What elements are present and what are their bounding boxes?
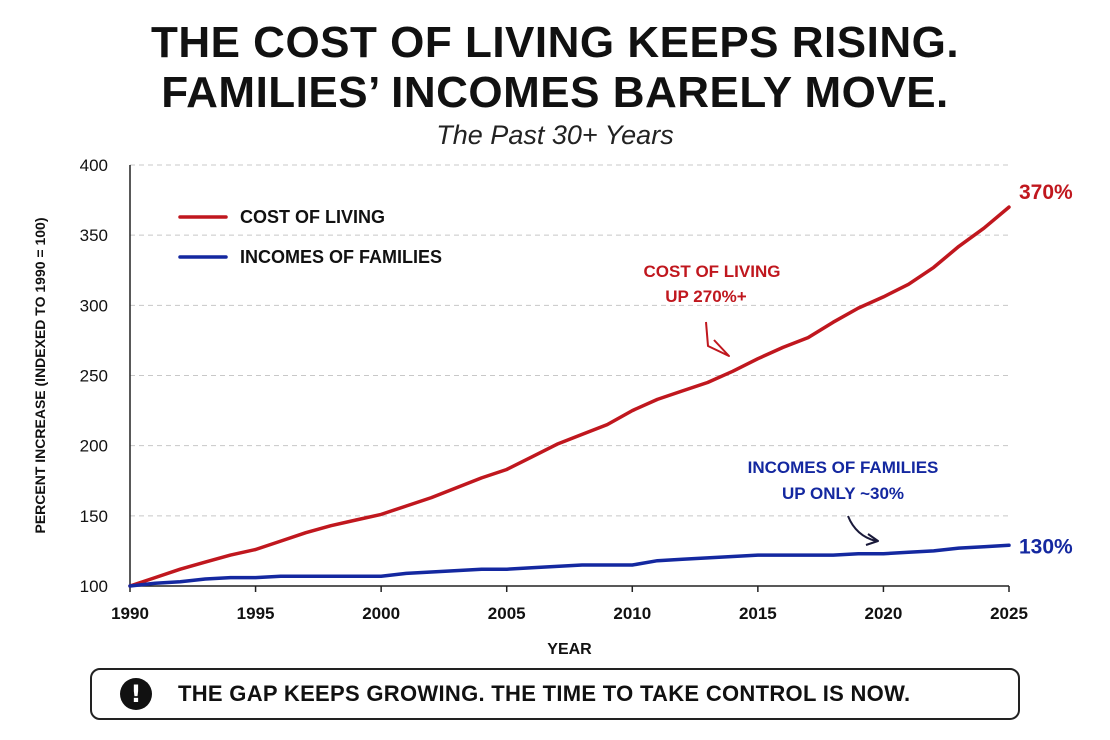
y-axis-title: PERCENT INCREASE (INDEXED TO 1990 = 100) [32, 217, 48, 533]
legend-label-incomes-of-families: INCOMES OF FAMILIES [240, 247, 442, 267]
legend-label-cost-of-living: COST OF LIVING [240, 207, 385, 227]
y-tick-label: 100 [80, 577, 108, 596]
x-tick-label: 2000 [362, 604, 400, 623]
y-tick-label: 250 [80, 367, 108, 386]
y-tick-label: 400 [80, 156, 108, 175]
x-tick-label: 2020 [865, 604, 903, 623]
annotation-income-line-1: INCOMES OF FAMILIES [748, 458, 939, 477]
annotation-income-line-2: UP ONLY ~30% [782, 484, 904, 503]
x-tick-label: 2025 [990, 604, 1028, 623]
series-line-cost-of-living [128, 205, 1011, 588]
title-line-2: FAMILIES’ INCOMES BARELY MOVE. [161, 68, 949, 117]
exclamation-circle-icon: ! [120, 678, 152, 710]
end-label-incomes-of-families: 130% [1019, 535, 1073, 558]
series-line-incomes-of-families [128, 543, 1011, 588]
x-tick-label: 2005 [488, 604, 526, 623]
y-tick-label: 200 [80, 437, 108, 456]
x-tick-label: 2015 [739, 604, 777, 623]
gap-callout-box: ! THE GAP KEEPS GROWING. THE TIME TO TAK… [90, 668, 1020, 720]
end-label-cost-of-living: 370% [1019, 181, 1073, 204]
x-axis-title: YEAR [547, 641, 592, 658]
callout-text: THE GAP KEEPS GROWING. THE TIME TO TAKE … [178, 681, 911, 706]
annotation-cost-line-2: UP 270%+ [665, 287, 747, 306]
y-tick-label: 350 [80, 226, 108, 245]
x-tick-label: 1995 [237, 604, 275, 623]
y-tick-label: 300 [80, 296, 108, 315]
annotation-cost-arrow-icon [705, 321, 730, 357]
x-tick-label: 1990 [111, 604, 149, 623]
title-line-1: THE COST OF LIVING KEEPS RISING. [150, 18, 960, 67]
line-chart: 100 150 200 250 300 350 400 1990 1995 2000 2005 201… [32, 156, 1073, 658]
annotation-income-arrowhead-icon [865, 533, 879, 546]
annotation-income-arrow-icon [847, 515, 877, 542]
x-tick-label: 2010 [613, 604, 651, 623]
annotation-cost-line-1: COST OF LIVING [644, 262, 781, 281]
y-tick-label: 150 [80, 507, 108, 526]
page-subtitle: The Past 30+ Years [436, 120, 674, 150]
page-title: THE COST OF LIVING KEEPS RISING. FAMILIE… [0, 18, 1110, 118]
